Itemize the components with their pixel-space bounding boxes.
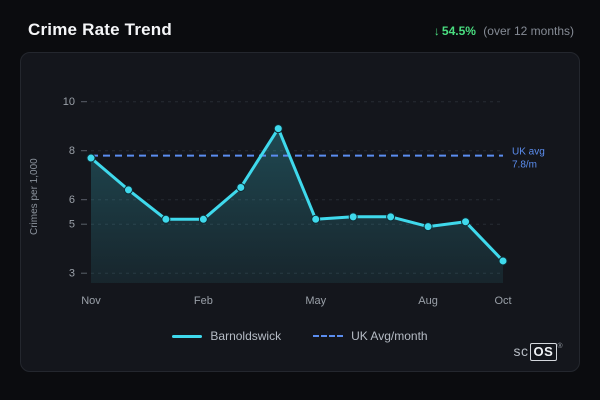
legend-item-uk-avg[interactable]: UK Avg/month [313, 329, 428, 343]
scos-logo: sc OS ® [514, 343, 563, 361]
svg-text:Nov: Nov [81, 295, 101, 307]
svg-text:10: 10 [63, 96, 75, 108]
svg-text:7.8/m: 7.8/m [512, 160, 537, 171]
svg-text:3: 3 [69, 268, 75, 280]
legend-label-barnoldswick: Barnoldswick [210, 329, 282, 343]
dashed-line-swatch-icon [313, 335, 344, 337]
legend-label-uk-avg: UK Avg/month [351, 329, 428, 343]
logo-prefix: sc [513, 343, 529, 359]
trend-percentage: 54.5% [441, 24, 476, 38]
chart-card: Crimes per 1,000 10 8 6 5 3 Nov Feb May Aug Oct UK… [20, 52, 580, 372]
svg-text:6: 6 [69, 194, 75, 206]
page: Crime Rate Trend ↓ 54.5% (over 12 months)… [20, 14, 580, 372]
svg-text:Feb: Feb [194, 295, 213, 307]
svg-text:8: 8 [69, 145, 75, 157]
svg-text:5: 5 [69, 219, 75, 231]
y-axis-label: Crimes per 1,000 [29, 158, 40, 236]
trend-period: (over 12 months) [483, 24, 574, 38]
line-series-swatch-icon [172, 334, 203, 338]
svg-text:Aug: Aug [418, 295, 438, 307]
svg-text:UK avg: UK avg [512, 147, 545, 158]
trend-summary: ↓ 54.5% (over 12 months) [434, 24, 574, 38]
trend-down-arrow-icon: ↓ [433, 24, 440, 38]
svg-text:May: May [305, 295, 326, 307]
logo-box: OS [529, 343, 558, 361]
crime-rate-line-chart: 10 8 6 5 3 Nov Feb May Aug Oct UK avg 7.8/m [63, 96, 545, 307]
page-title: Crime Rate Trend [28, 20, 172, 39]
legend-item-barnoldswick[interactable]: Barnoldswick [172, 329, 281, 343]
svg-text:Oct: Oct [494, 295, 511, 307]
header: Crime Rate Trend ↓ 54.5% (over 12 months) [20, 14, 580, 52]
legend: Barnoldswick UK Avg/month [21, 329, 579, 343]
registered-mark-icon: ® [557, 343, 563, 350]
